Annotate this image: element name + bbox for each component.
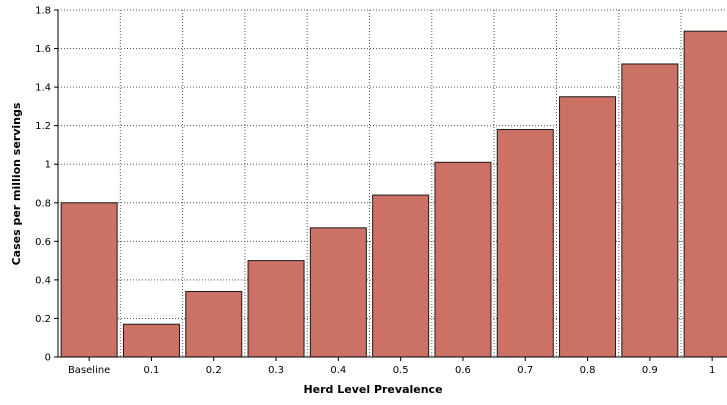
x-tick-label: 0.3 [268,365,284,376]
x-tick-label: 0.1 [143,365,159,376]
x-tick-label: 0.9 [642,365,658,376]
bar-1 [683,30,727,358]
x-tick-label: 1 [709,365,715,376]
y-tick-labels: 0 0.2 0.4 0.6 0.8 1 1.2 1.4 1.6 1.8 [35,6,51,364]
x-tick-label: 0.6 [455,365,471,376]
bar-0.4 [309,227,367,358]
bar-baseline [60,202,118,358]
y-tick-label: 1.2 [35,121,51,132]
bar-0.5 [372,194,430,358]
x-tick-label: 0.4 [330,365,346,376]
bar-0.7 [496,129,554,358]
x-tick-labels: Baseline 0.1 0.2 0.3 0.4 0.5 0.6 0.7 0.8 0.9 1 [68,365,715,376]
bar-0.9 [621,63,679,358]
x-axis-title: Herd Level Prevalence [303,383,442,396]
y-tick-label: 0.6 [35,237,51,248]
y-tick-label: 1.6 [35,44,51,55]
x-tick-label: 0.7 [517,365,533,376]
bar-0.8 [559,96,617,358]
axes [54,9,727,361]
bar-0.6 [434,161,492,358]
y-tick-label: 1.8 [35,6,51,17]
x-tick-label: 0.2 [206,365,222,376]
y-tick-label: 0 [45,353,51,364]
y-tick-label: 0.4 [35,275,51,286]
bar-0.1 [122,323,180,358]
y-tick-label: 1.4 [35,83,51,94]
grid-lines [58,9,727,357]
y-tick-label: 0.2 [35,314,51,325]
y-axis-title: Cases per million servings [10,102,23,265]
x-tick-label: 0.8 [580,365,596,376]
x-tick-label: Baseline [68,365,110,376]
x-tick-label: 0.5 [393,365,409,376]
bar-0.2 [185,290,243,358]
bars [60,30,727,358]
bar-0.3 [247,260,305,358]
y-tick-label: 0.8 [35,198,51,209]
y-tick-label: 1 [45,160,51,171]
